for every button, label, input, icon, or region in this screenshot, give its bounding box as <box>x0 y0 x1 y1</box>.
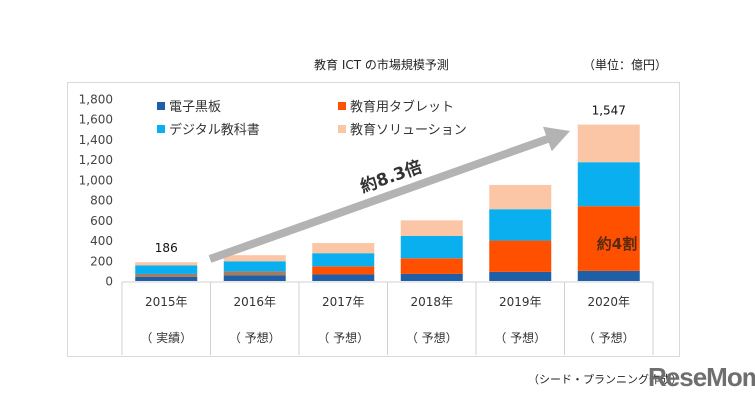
x-tick-label: 2018年 <box>410 295 453 309</box>
x-tick-sublabel: （ 予想） <box>317 330 369 345</box>
x-tick-sublabel: （ 実績） <box>140 330 192 345</box>
bar-segment-4 <box>577 124 640 163</box>
y-tick-label: 600 <box>90 214 113 228</box>
y-tick-label: 0 <box>105 275 113 289</box>
x-tick-label: 2019年 <box>499 295 542 309</box>
x-tick-sublabel: （ 予想） <box>406 330 458 345</box>
bar-segment-2 <box>489 240 552 272</box>
bar-segment-3 <box>400 236 463 259</box>
x-tick-label: 2017年 <box>322 295 365 309</box>
legend-swatch <box>157 102 165 110</box>
x-tick-sublabel: （ 予想） <box>229 330 281 345</box>
bar-segment-1 <box>489 271 552 281</box>
bar-segment-4 <box>135 262 198 266</box>
y-tick-label: 200 <box>90 254 113 268</box>
bar-segment-1 <box>135 276 198 281</box>
total-data-label: 186 <box>155 241 178 255</box>
x-tick-sublabel: （ 予想） <box>494 330 546 345</box>
x-tick-label: 2016年 <box>233 295 276 309</box>
legend-swatch <box>157 125 165 133</box>
bar-segment-2 <box>400 258 463 274</box>
chart-title: 教育 ICT の市場規模予測 <box>314 58 449 72</box>
arrow-shaft <box>208 134 551 263</box>
bar-segment-1 <box>577 270 640 281</box>
source-note: （シード・プランニング作成） <box>528 373 682 386</box>
bar-segment-2 <box>577 206 640 271</box>
bar-segment-3 <box>312 253 375 267</box>
x-tick-label: 2020年 <box>587 295 630 309</box>
bar-segment-1 <box>223 275 286 281</box>
bar-segment-1 <box>400 273 463 281</box>
y-tick-label: 1,000 <box>79 173 113 187</box>
legend-label: 教育用タブレット <box>350 99 454 115</box>
bar-segment-2 <box>135 273 198 277</box>
x-tick-label: 2015年 <box>145 295 188 309</box>
y-tick-label: 400 <box>90 234 113 248</box>
bar-segment-3 <box>489 209 552 241</box>
bar-segment-4 <box>489 184 552 210</box>
bar-segment-3 <box>135 265 198 274</box>
legend-swatch <box>338 102 346 110</box>
resemom-logo: ReseMom <box>648 362 755 392</box>
y-tick-label: 1,400 <box>79 133 113 147</box>
bar-segment-2 <box>312 266 375 275</box>
x-tick-sublabel: （ 予想） <box>583 330 635 345</box>
legend-swatch <box>338 125 346 133</box>
total-data-label: 1,547 <box>592 104 626 118</box>
y-tick-label: 800 <box>90 194 113 208</box>
bar-segment-2 <box>223 271 286 276</box>
arrow-head <box>543 126 570 152</box>
y-tick-label: 1,800 <box>79 93 113 107</box>
y-tick-label: 1,600 <box>79 113 113 127</box>
bar-segment-3 <box>223 261 286 272</box>
bar-segment-4 <box>312 243 375 254</box>
bar-segment-3 <box>577 162 640 207</box>
legend-label: デジタル教科書 <box>169 122 260 138</box>
growth-arrow <box>208 126 570 263</box>
y-tick-label: 1,200 <box>79 153 113 167</box>
bar-segment-1 <box>312 274 375 281</box>
bar-segment-4 <box>400 220 463 237</box>
unit-label: （単位：億円） <box>583 58 668 72</box>
bar-segment-4 <box>223 255 286 262</box>
legend-label: 電子黒板 <box>169 100 221 115</box>
legend-label: 教育ソリューション <box>350 122 467 138</box>
tablet-share-annotation: 約4割 <box>597 235 637 253</box>
